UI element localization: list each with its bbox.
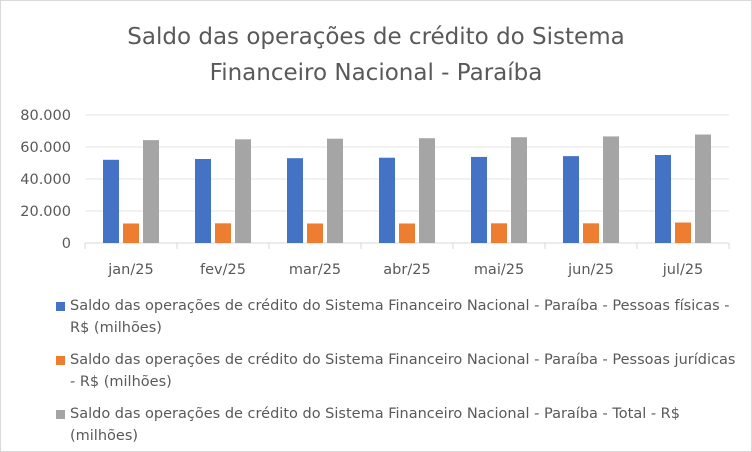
bar-1 <box>655 155 671 243</box>
bar-3 <box>327 138 343 243</box>
y-tick-label: 20.000 <box>20 204 71 220</box>
legend-label: Saldo das operações de crédito do Sistem… <box>70 406 680 444</box>
legend-item: Saldo das operações de crédito do Sistem… <box>56 403 736 447</box>
x-tick-label: abr/25 <box>383 262 430 278</box>
bar-3 <box>695 134 711 243</box>
y-tick-label: 0 <box>62 236 71 252</box>
y-tick-label: 40.000 <box>20 172 71 188</box>
legend-item: Saldo das operações de crédito do Sistem… <box>56 349 736 393</box>
bar-1 <box>287 158 303 243</box>
y-tick-label: 60.000 <box>20 140 71 156</box>
chart-title-line-2: Financeiro Nacional - Paraíba <box>209 60 543 86</box>
bar-1 <box>471 156 487 243</box>
bar-2 <box>491 223 507 243</box>
bar-3 <box>419 138 435 243</box>
legend-label: Saldo das operações de crédito do Sistem… <box>70 298 730 336</box>
bar-2 <box>123 223 139 243</box>
x-tick-label: mar/25 <box>289 262 341 278</box>
bar-2 <box>399 223 415 243</box>
bar-2 <box>583 223 599 243</box>
legend-label: Saldo das operações de crédito do Sistem… <box>70 352 736 390</box>
x-tick-label: jul/25 <box>662 262 704 278</box>
bar-1 <box>563 156 579 243</box>
bar-1 <box>103 159 119 243</box>
bar-3 <box>511 137 527 243</box>
bar-3 <box>603 136 619 243</box>
x-tick-label: fev/25 <box>200 262 246 278</box>
bar-2 <box>675 222 691 243</box>
chart-title: Saldo das operações de crédito do Sistem… <box>1 19 751 91</box>
x-tick-label: mai/25 <box>474 262 524 278</box>
bar-3 <box>235 139 251 243</box>
plot-area: 0 20.000 40.000 60.000 80.000 jan/25 fev/25 mar… <box>20 108 730 278</box>
legend: Saldo das operações de crédito do Sistem… <box>56 295 736 451</box>
legend-swatch <box>56 302 65 311</box>
y-tick-label: 80.000 <box>20 108 71 124</box>
bar-3 <box>143 140 159 243</box>
legend-swatch <box>56 410 65 419</box>
legend-swatch <box>56 356 65 365</box>
bar-2 <box>215 223 231 243</box>
bar-2 <box>307 223 323 243</box>
legend-item: Saldo das operações de crédito do Sistem… <box>56 295 736 339</box>
bar-1 <box>379 157 395 243</box>
x-tick-label: jan/25 <box>107 262 153 278</box>
bar-1 <box>195 159 211 243</box>
x-tick-label: jun/25 <box>567 262 614 278</box>
chart-title-line-1: Saldo das operações de crédito do Sistem… <box>127 24 625 50</box>
